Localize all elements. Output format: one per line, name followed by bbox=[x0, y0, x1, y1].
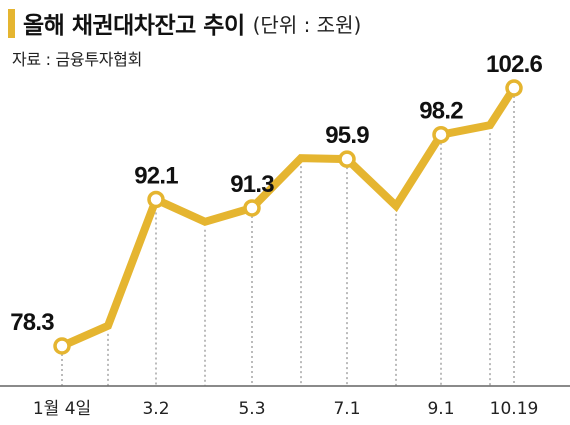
data-line-series bbox=[60, 85, 518, 350]
chart-source: 자료 : 금융투자협회 bbox=[12, 50, 143, 69]
chart-unit: (단위 : 조원) bbox=[252, 12, 362, 37]
data-point-marker bbox=[338, 150, 356, 168]
data-value-label: 95.9 bbox=[325, 122, 369, 149]
data-point-marker bbox=[53, 337, 71, 355]
x-tick-label: 7.1 bbox=[333, 399, 360, 419]
data-value-label: 91.3 bbox=[230, 171, 274, 198]
data-value-label: 102.6 bbox=[486, 51, 543, 78]
x-tick-label: 3.2 bbox=[142, 399, 169, 419]
chart-title: 올해 채권대차잔고 추이 bbox=[23, 13, 245, 39]
x-tick-label: 10.19 bbox=[490, 399, 539, 419]
title-accent-bar bbox=[8, 8, 15, 38]
data-value-label: 98.2 bbox=[419, 98, 463, 125]
data-point-marker bbox=[147, 190, 165, 209]
data-point-marker bbox=[243, 199, 261, 217]
x-tick-label: 5.3 bbox=[238, 399, 265, 419]
data-value-label: 78.3 bbox=[10, 309, 54, 336]
data-value-label: 92.1 bbox=[134, 162, 178, 189]
data-point-marker bbox=[505, 79, 523, 97]
chart-header: 올해 채권대차잔고 추이 (단위 : 조원) bbox=[8, 8, 362, 39]
data-point-marker bbox=[432, 125, 450, 144]
x-tick-label: 1월 4일 bbox=[33, 399, 91, 419]
x-tick-label: 9.1 bbox=[427, 399, 454, 419]
